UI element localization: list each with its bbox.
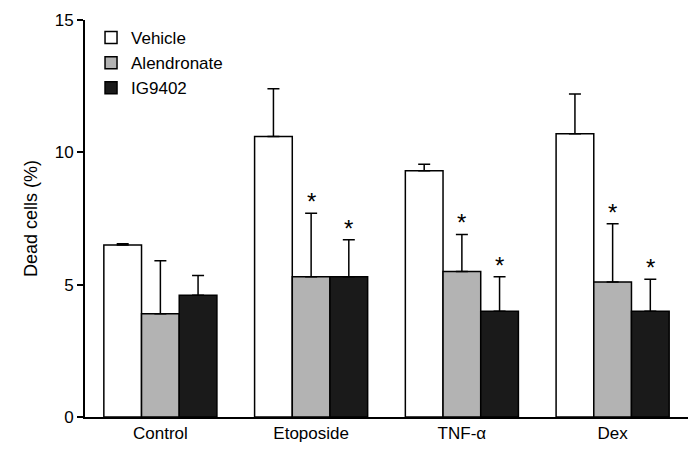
- svg-text:TNF-α: TNF-α: [438, 424, 487, 443]
- svg-text:10: 10: [55, 143, 74, 162]
- svg-text:Control: Control: [133, 424, 188, 443]
- svg-text:5: 5: [64, 276, 73, 295]
- svg-text:Dex: Dex: [598, 424, 629, 443]
- svg-text:Etoposide: Etoposide: [273, 424, 349, 443]
- svg-text:*: *: [495, 252, 504, 279]
- svg-text:*: *: [608, 199, 617, 226]
- svg-text:Vehicle: Vehicle: [131, 29, 186, 48]
- svg-text:*: *: [344, 215, 353, 242]
- svg-text:15: 15: [55, 11, 74, 30]
- svg-text:*: *: [646, 254, 655, 281]
- svg-text:IG9402: IG9402: [131, 79, 187, 98]
- svg-text:Alendronate: Alendronate: [131, 54, 223, 73]
- svg-text:*: *: [457, 209, 466, 236]
- svg-text:0: 0: [64, 408, 73, 427]
- svg-text:Dead cells (%): Dead cells (%): [21, 160, 41, 277]
- svg-text:*: *: [307, 188, 316, 215]
